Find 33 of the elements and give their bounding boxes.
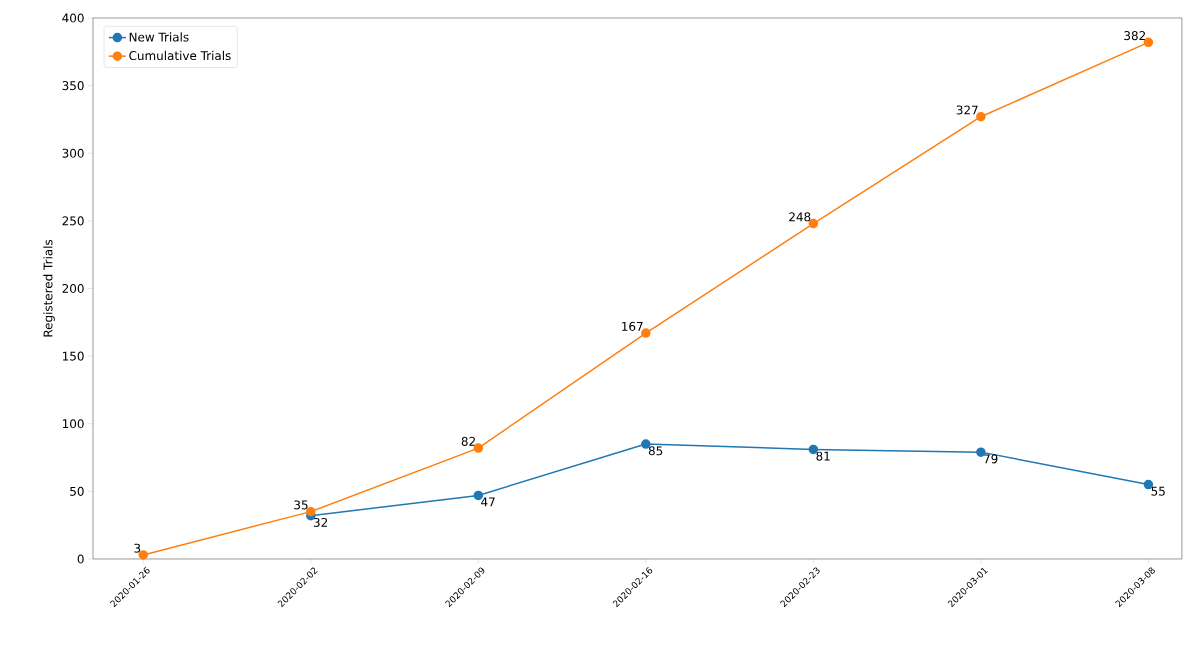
y-tick-label: 350 — [62, 81, 84, 91]
data-label: 248 — [789, 212, 811, 222]
data-label: 47 — [481, 497, 495, 507]
point — [473, 443, 484, 453]
point — [306, 506, 316, 517]
data-label: 81 — [816, 451, 830, 461]
y-tick-label: 250 — [62, 216, 84, 226]
data-label: 35 — [294, 500, 308, 510]
data-label: 79 — [984, 454, 998, 464]
y-tick-label: 300 — [62, 148, 84, 158]
y-tick-label: 50 — [70, 486, 84, 496]
y-tick-label: 400 — [62, 13, 84, 23]
point — [138, 550, 149, 560]
point — [1143, 37, 1154, 48]
data-label: 167 — [622, 321, 643, 331]
data-label: 82 — [461, 436, 475, 446]
point — [641, 439, 651, 449]
y-tick-label: 100 — [62, 419, 84, 429]
data-label: 3 — [134, 543, 141, 553]
data-label: 327 — [956, 105, 978, 115]
y-tick-label: 0 — [77, 554, 84, 564]
point — [976, 111, 986, 122]
legend-label: Cumulative Trials — [129, 50, 231, 61]
data-label: 85 — [648, 446, 663, 456]
y-tick-label: 200 — [62, 283, 84, 294]
legend-label: New Trials — [129, 32, 189, 42]
data-label: 32 — [313, 517, 327, 527]
data-label: 55 — [1151, 486, 1165, 496]
point — [641, 328, 651, 338]
y-axis-title: Registered Trials — [43, 239, 55, 337]
y-tick-label: 150 — [62, 351, 84, 361]
point — [976, 447, 986, 457]
data-label: 382 — [1124, 31, 1146, 41]
